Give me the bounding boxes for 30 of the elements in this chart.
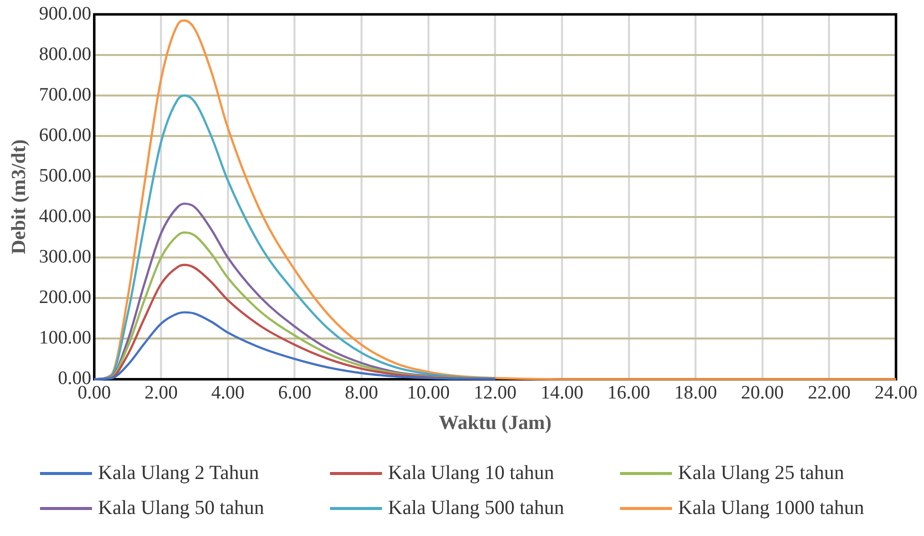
y-tick-label: 800.00 — [39, 44, 92, 65]
x-axis-title: Waktu (Jam) — [438, 412, 552, 434]
x-tick-label: 10.00 — [406, 382, 450, 404]
legend-label: Kala Ulang 1000 tahun — [678, 497, 864, 520]
legend-label: Kala Ulang 500 tahun — [388, 497, 564, 520]
x-tick-label: 24.00 — [874, 382, 918, 404]
y-tick-label: 100.00 — [39, 328, 92, 349]
legend-label: Kala Ulang 25 tahun — [678, 462, 844, 485]
x-tick-label: 16.00 — [607, 382, 650, 404]
x-tick-label: 6.00 — [278, 382, 312, 404]
legend-label: Kala Ulang 50 tahun — [98, 497, 264, 520]
y-tick-label: 400.00 — [39, 206, 92, 228]
x-tick-label: 22.00 — [808, 382, 851, 404]
y-axis-title: Debit (m3/dt) — [8, 139, 30, 254]
legend-label: Kala Ulang 10 tahun — [388, 462, 554, 485]
x-tick-label: 4.00 — [211, 382, 244, 404]
y-tick-label: 900.00 — [39, 3, 92, 24]
line-series — [93, 311, 496, 380]
x-tick-label: 2.00 — [144, 382, 178, 404]
y-tick-label: 700.00 — [39, 84, 92, 106]
y-tick-label: 300.00 — [39, 246, 92, 268]
y-tick-label: 200.00 — [39, 287, 92, 308]
legend-label: Kala Ulang 2 Tahun — [98, 462, 259, 485]
y-tick-label: 500.00 — [39, 166, 92, 187]
x-tick-label: 18.00 — [674, 382, 717, 404]
x-tick-label: 20.00 — [741, 382, 784, 404]
x-tick-label: 14.00 — [540, 382, 584, 404]
x-tick-label: 8.00 — [344, 382, 378, 404]
y-tick-label: 600.00 — [39, 124, 92, 146]
x-tick-label: 12.00 — [474, 382, 516, 404]
